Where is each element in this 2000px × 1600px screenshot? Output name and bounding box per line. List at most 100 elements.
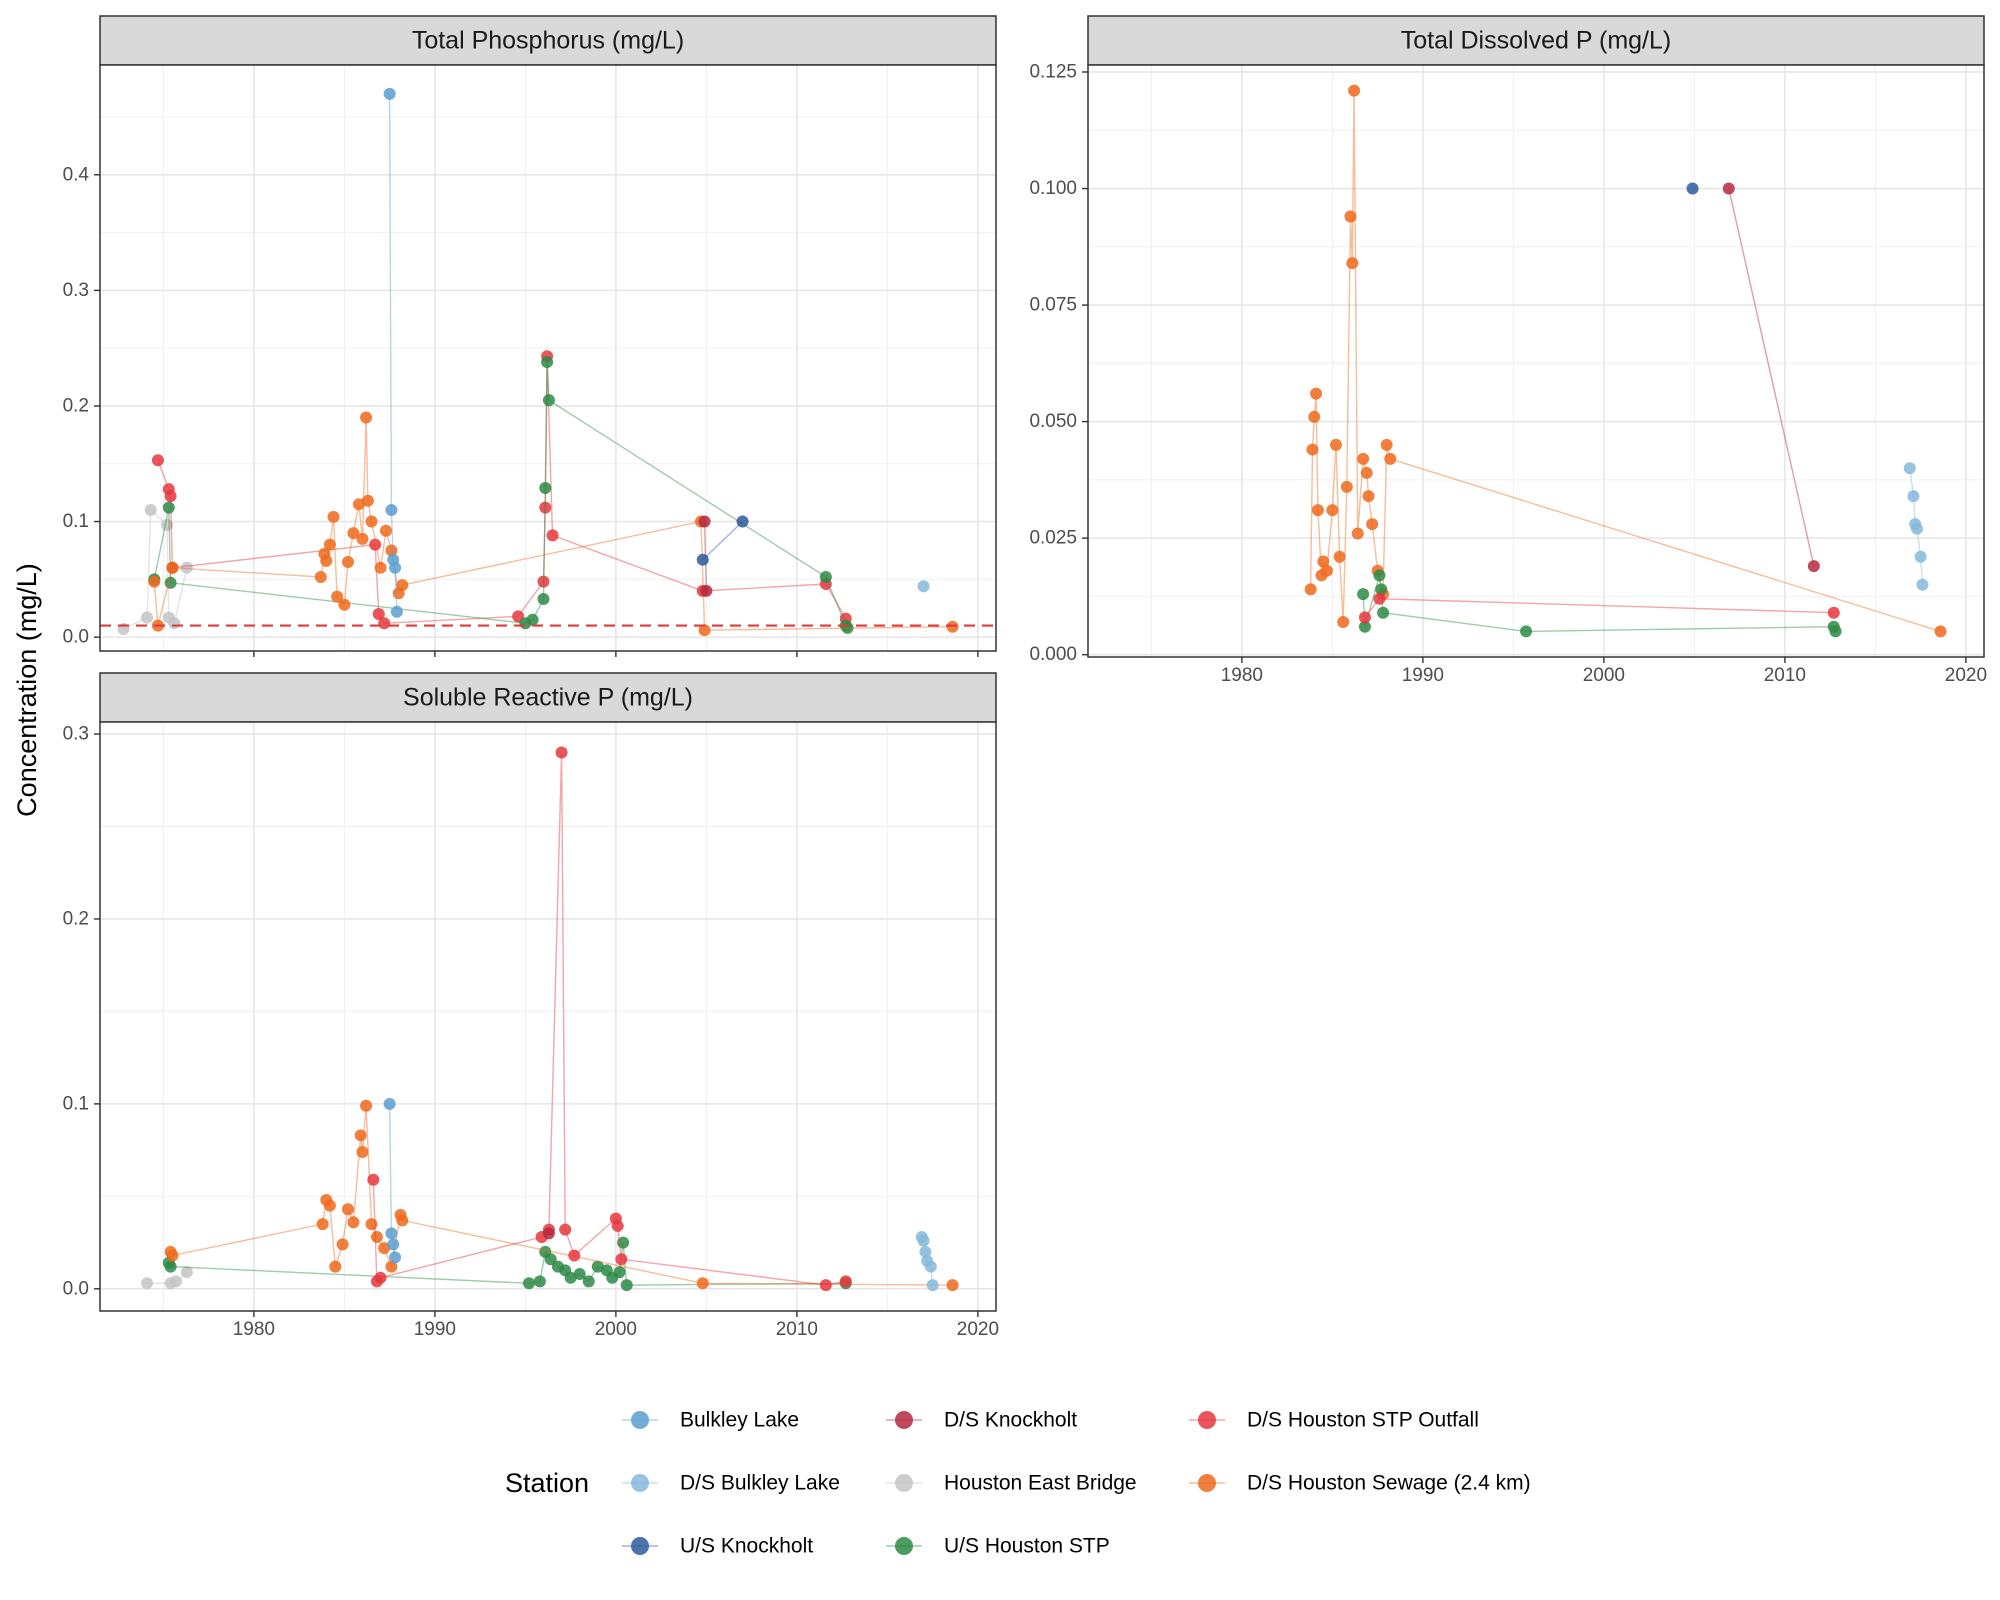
series-houston-east-bridge xyxy=(141,1266,193,1290)
data-point xyxy=(546,529,559,542)
legend-entry-d-s-houston-stp-outfall: D/S Houston STP Outfall xyxy=(1189,1409,1479,1432)
data-point xyxy=(396,579,409,592)
series-d-s-houston-sewage-2-4-km- xyxy=(164,1099,959,1292)
panel-title: Total Phosphorus (mg/L) xyxy=(412,27,684,55)
data-point xyxy=(1333,550,1346,563)
series-bulkley-lake xyxy=(383,87,403,618)
legend-entry-d-s-knockholt: D/S Knockholt xyxy=(886,1409,1077,1432)
data-point xyxy=(615,1253,628,1266)
series-u-s-knockholt xyxy=(696,515,749,566)
data-point xyxy=(559,1223,572,1236)
data-point xyxy=(1829,625,1842,638)
data-point xyxy=(389,561,402,574)
axes: 1980 1990 2000 2010 2020 0.0 0.1 0.2 0.3 xyxy=(63,724,999,1340)
data-point xyxy=(1340,480,1353,493)
data-point xyxy=(327,510,340,523)
x-tick-label: 2010 xyxy=(776,1319,818,1340)
data-point xyxy=(374,1271,387,1284)
x-tick-label: 1990 xyxy=(414,1319,456,1340)
data-point xyxy=(1375,583,1388,596)
data-point xyxy=(1520,625,1533,638)
data-point xyxy=(379,524,392,537)
data-point xyxy=(166,1249,179,1262)
legend-entry-bulkley-lake: Bulkley Lake xyxy=(622,1409,799,1432)
y-tick-label: 0.100 xyxy=(1029,178,1077,199)
data-point xyxy=(1827,606,1840,619)
data-point xyxy=(1358,620,1371,633)
data-point xyxy=(164,1260,177,1273)
y-tick-label: 0.075 xyxy=(1029,295,1077,316)
data-point xyxy=(819,571,832,584)
data-point xyxy=(1916,578,1929,591)
data-point xyxy=(162,501,175,514)
data-point xyxy=(148,575,161,588)
data-point xyxy=(700,584,713,597)
data-point xyxy=(1337,616,1350,629)
y-tick-label: 0.125 xyxy=(1029,61,1077,82)
data-point xyxy=(160,519,173,532)
data-point xyxy=(946,1279,959,1292)
data-point xyxy=(1326,504,1339,517)
data-point xyxy=(356,1145,369,1158)
legend-key-point xyxy=(895,1537,913,1555)
plot-area xyxy=(1088,65,1984,657)
panel-total-phosphorus: Total Phosphorus (mg/L) 0.0 0.1 0.2 0.3 0.4 xyxy=(63,15,997,657)
data-point xyxy=(542,1227,555,1240)
data-point xyxy=(564,1271,577,1284)
data-point xyxy=(1360,466,1373,479)
data-point xyxy=(1903,462,1916,475)
legend-entry-d-s-houston-sewage-2-4-km-: D/S Houston Sewage (2.4 km) xyxy=(1189,1472,1531,1495)
legend: Station Bulkley Lake D/S Knockholt D/S Hou… xyxy=(505,1409,1531,1558)
data-point xyxy=(369,538,382,551)
panel-strip-background xyxy=(99,672,997,723)
legend-key-point xyxy=(895,1411,913,1429)
x-tick-label: 2000 xyxy=(1583,665,1625,686)
series-bulkley-lake xyxy=(383,1097,402,1264)
data-point xyxy=(926,1279,939,1292)
data-point xyxy=(365,515,378,528)
legend-entry-u-s-knockholt: U/S Knockholt xyxy=(622,1535,813,1558)
data-point xyxy=(1907,490,1920,503)
panel-title: Soluble Reactive P (mg/L) xyxy=(403,684,693,712)
series-d-s-bulkley-lake xyxy=(917,580,930,593)
data-point xyxy=(1373,569,1386,582)
data-point xyxy=(329,1260,342,1273)
data-point xyxy=(383,1097,396,1110)
data-point xyxy=(1366,518,1379,531)
legend-key-point xyxy=(1198,1411,1216,1429)
data-point xyxy=(698,515,711,528)
data-series xyxy=(100,87,996,637)
data-point xyxy=(341,556,354,569)
data-point xyxy=(390,605,403,618)
y-tick-label: 0.0 xyxy=(63,627,89,648)
data-point xyxy=(696,1277,709,1290)
data-point xyxy=(338,598,351,611)
data-point xyxy=(367,1173,380,1186)
data-point xyxy=(1320,564,1333,577)
data-point xyxy=(917,1234,930,1247)
series-d-s-knockholt xyxy=(1722,182,1820,573)
data-point xyxy=(1911,522,1924,535)
data-point xyxy=(1914,550,1927,563)
x-tick-label: 1980 xyxy=(233,1319,275,1340)
data-point xyxy=(542,394,555,407)
axes: 0.0 0.1 0.2 0.3 0.4 xyxy=(63,164,979,657)
legend-key-point xyxy=(631,1474,649,1492)
data-point xyxy=(141,611,154,624)
data-point xyxy=(166,561,179,574)
legend-label: Bulkley Lake xyxy=(680,1409,799,1432)
data-point xyxy=(522,1277,535,1290)
y-tick-label: 0.3 xyxy=(63,280,89,301)
y-tick-label: 0.0 xyxy=(63,1278,89,1299)
series-d-s-bulkley-lake xyxy=(915,1231,939,1292)
data-point xyxy=(526,613,539,626)
panel-soluble-reactive-p: Soluble Reactive P (mg/L) 1980 1990 2000 20… xyxy=(63,672,999,1340)
legend-label: U/S Knockholt xyxy=(680,1535,813,1558)
panel-strip-background xyxy=(1087,15,1985,66)
legend-entry-d-s-bulkley-lake: D/S Bulkley Lake xyxy=(622,1472,840,1495)
data-point xyxy=(356,532,369,545)
data-point xyxy=(696,553,709,566)
data-point xyxy=(1310,387,1323,400)
data-point xyxy=(361,494,374,507)
